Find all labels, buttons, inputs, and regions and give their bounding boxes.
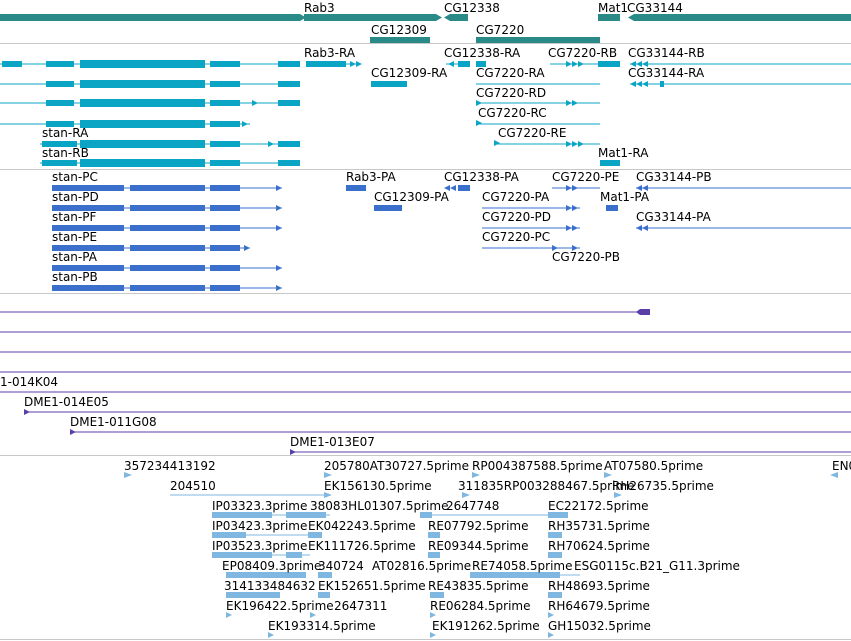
gene-label[interactable]: CG12309: [371, 23, 427, 37]
est-label[interactable]: RH35731.5prime: [548, 519, 650, 533]
est-label[interactable]: AT02816.5prime: [372, 559, 472, 573]
gene-cg12338-arrow: [444, 14, 450, 21]
transcript-label[interactable]: CG7220-RB: [548, 46, 618, 60]
est-label[interactable]: 2647748: [446, 499, 500, 513]
est-label[interactable]: IP03323.3prime: [212, 499, 308, 513]
est-label[interactable]: EP08409.3prime: [222, 559, 322, 573]
section-separator: [0, 43, 851, 44]
protein-label[interactable]: CG12309-PA: [374, 190, 449, 204]
transcript-label[interactable]: stan-RB: [42, 146, 89, 160]
est-label[interactable]: 311835RP003288467.5prime: [458, 479, 635, 493]
est-label[interactable]: RE43835.5prime: [428, 579, 529, 593]
gene-label[interactable]: CG7220: [476, 23, 525, 37]
gene-cg7220-bar: [476, 37, 600, 43]
section-separator: [0, 639, 851, 640]
protein-label[interactable]: CG7220-PE: [552, 170, 620, 184]
transcript-label[interactable]: Rab3-RA: [304, 46, 356, 60]
transcript-features: [0, 60, 851, 167]
gene-cg33144-arrow: [628, 14, 634, 21]
protein-label[interactable]: CG12338-PA: [444, 170, 519, 184]
protein-label[interactable]: stan-PB: [52, 270, 98, 284]
transcript-label[interactable]: CG7220-RC: [478, 106, 547, 120]
protein-label[interactable]: Rab3-PA: [346, 170, 396, 184]
clone-label[interactable]: DME1-013E07: [290, 435, 375, 449]
protein-label[interactable]: CG7220-PB: [552, 250, 621, 264]
gene-label[interactable]: CG12338: [444, 1, 500, 15]
gene-label[interactable]: Mat1: [598, 1, 629, 15]
protein-features: [52, 185, 851, 291]
protein-label[interactable]: stan-PC: [52, 170, 98, 184]
protein-label[interactable]: stan-PE: [52, 230, 98, 244]
protein-label[interactable]: stan-PA: [52, 250, 97, 264]
est-label[interactable]: 204510: [170, 479, 216, 493]
protein-label[interactable]: stan-PF: [52, 210, 97, 224]
est-label[interactable]: IP03523.3prime: [212, 539, 308, 553]
clone-label[interactable]: DME1-014E05: [24, 395, 109, 409]
est-label[interactable]: RH26735.5prime: [612, 479, 714, 493]
est-label[interactable]: 2647311: [334, 599, 388, 613]
est-label[interactable]: RH70624.5prime: [548, 539, 650, 553]
est-label[interactable]: RE74058.5prime: [472, 559, 573, 573]
protein-label[interactable]: CG7220-PA: [482, 190, 550, 204]
transcript-label[interactable]: Mat1-RA: [598, 146, 649, 160]
clone-features: [0, 309, 851, 455]
est-label[interactable]: ESG0115c.B21_G11.3prime: [574, 559, 740, 573]
est-label[interactable]: EK042243.5prime: [308, 519, 416, 533]
est-label[interactable]: RH64679.5prime: [548, 599, 650, 613]
gene-mat1-bar: [598, 14, 620, 21]
est-features: [124, 472, 838, 638]
transcript-label[interactable]: CG33144-RB: [628, 46, 705, 60]
section-separator: [0, 455, 851, 456]
est-label[interactable]: 357234413192: [124, 459, 216, 473]
est-label[interactable]: 38083HL01307.5prime: [310, 499, 449, 513]
transcript-label[interactable]: CG12309-RA: [371, 66, 448, 80]
est-label[interactable]: RP004387588.5prime: [472, 459, 603, 473]
gene-cg12338-bar: [450, 14, 468, 21]
gene-label[interactable]: CG33144: [627, 1, 683, 15]
protein-label[interactable]: CG7220-PC: [482, 230, 551, 244]
est-label[interactable]: 314133484632: [224, 579, 316, 593]
clone-label[interactable]: DME1-011G08: [70, 415, 157, 429]
est-label[interactable]: EN0: [832, 459, 851, 473]
transcript-label[interactable]: CG7220-RD: [476, 86, 547, 100]
protein-label[interactable]: CG33144-PB: [636, 170, 712, 184]
protein-label[interactable]: CG7220-PD: [482, 210, 552, 224]
gene-stan-arrow: [300, 14, 306, 21]
gene-rab3-bar: [304, 14, 436, 21]
est-label[interactable]: 340724: [318, 559, 364, 573]
gene-features: [0, 14, 851, 43]
gene-cg12309-bar: [370, 37, 430, 43]
est-label[interactable]: EK191262.5prime: [432, 619, 540, 633]
est-label[interactable]: 205780AT30727.5prime: [324, 459, 469, 473]
clone-label[interactable]: 1-014K04: [0, 375, 59, 389]
est-label[interactable]: RE06284.5prime: [430, 599, 531, 613]
est-label[interactable]: EK111726.5prime: [308, 539, 416, 553]
transcript-label[interactable]: CG7220-RE: [498, 126, 567, 140]
est-label[interactable]: AT07580.5prime: [604, 459, 704, 473]
est-label[interactable]: EK156130.5prime: [324, 479, 432, 493]
est-label[interactable]: RH48693.5prime: [548, 579, 650, 593]
gene-stan-bar: [0, 14, 300, 21]
section-separator: [0, 169, 851, 170]
section-separator: [0, 293, 851, 294]
est-label[interactable]: EK196422.5prime: [226, 599, 334, 613]
gene-label[interactable]: Rab3: [304, 1, 335, 15]
transcript-label[interactable]: CG12338-RA: [444, 46, 521, 60]
est-label[interactable]: RE07792.5prime: [428, 519, 529, 533]
transcript-label[interactable]: CG7220-RA: [476, 66, 545, 80]
est-label[interactable]: EK193314.5prime: [268, 619, 376, 633]
transcript-label[interactable]: stan-RA: [42, 126, 89, 140]
gene-cg33144-bar: [634, 14, 851, 21]
est-label[interactable]: RE09344.5prime: [428, 539, 529, 553]
protein-label[interactable]: Mat1-PA: [600, 190, 650, 204]
transcript-label[interactable]: CG33144-RA: [628, 66, 705, 80]
protein-label[interactable]: CG33144-PA: [636, 210, 711, 224]
protein-label[interactable]: stan-PD: [52, 190, 99, 204]
est-label[interactable]: IP03423.3prime: [212, 519, 308, 533]
est-label[interactable]: GH15032.5prime: [548, 619, 651, 633]
est-label[interactable]: EC22172.5prime: [548, 499, 649, 513]
gene-rab3-arrow: [436, 14, 442, 21]
est-label[interactable]: EK152651.5prime: [318, 579, 426, 593]
